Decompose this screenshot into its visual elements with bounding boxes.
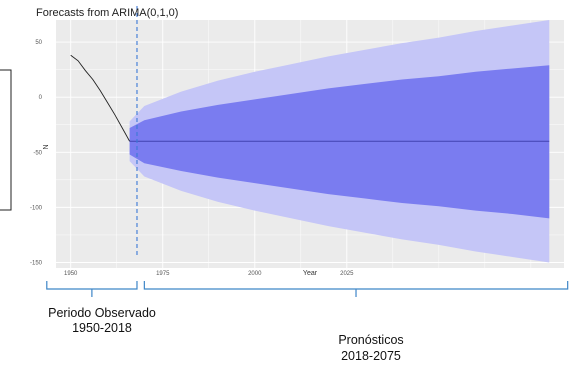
forecast-period-label: Pronósticos (338, 333, 403, 347)
x-tick-label: 2000 (248, 271, 262, 277)
chart-title: Forecasts from ARIMA(0,1,0) (36, 7, 178, 19)
y-tick-label: -100 (30, 205, 43, 211)
x-tick-label: 1975 (156, 271, 170, 277)
y-tick-label: -150 (30, 260, 43, 266)
forecast-period-years: 2018-2075 (341, 349, 401, 363)
observed-period-label: Periodo Observado (48, 306, 156, 320)
series-lines (70, 54, 550, 142)
x-tick-label: 2025 (340, 271, 354, 277)
x-axis-label: Year (303, 270, 318, 277)
observed-series-line (70, 54, 131, 142)
observed-period-bracket (46, 281, 138, 297)
left-frame-box (0, 69, 12, 211)
y-axis-label: N (43, 144, 50, 149)
x-tick-label: 1950 (64, 271, 78, 277)
band-80-area (129, 65, 550, 219)
y-tick-label: 50 (35, 40, 42, 46)
y-tick-label: -50 (33, 150, 42, 156)
y-tick-label: 0 (39, 95, 43, 101)
observed-period-years: 1950-2018 (72, 321, 132, 335)
x-tick-labels: 1950 1975 2000 2025 (64, 271, 354, 277)
forecast-period-bracket (143, 281, 569, 297)
y-tick-labels: 50 0 -50 -100 -150 (30, 40, 43, 266)
